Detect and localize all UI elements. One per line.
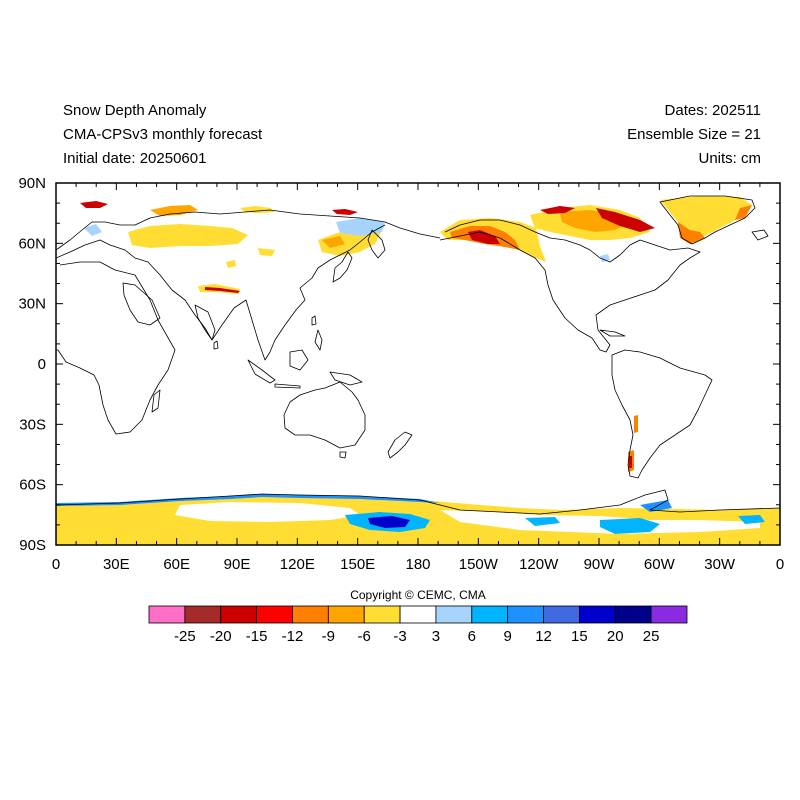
andes-red [629, 456, 632, 468]
hudson-blue [600, 254, 610, 262]
siberia-shading [128, 224, 248, 248]
header-left: Snow Depth Anomaly CMA-CPSv3 monthly for… [63, 99, 262, 171]
eurasia-coast [56, 224, 386, 361]
japan [332, 251, 353, 283]
header-right: Dates: 202511 Ensemble Size = 21 Units: … [627, 99, 761, 171]
antarctica-white-patch [175, 502, 360, 522]
map-title: Snow Depth Anomaly [63, 102, 207, 119]
franz-josef [240, 206, 275, 213]
lon-label: 0 [776, 556, 784, 573]
initial-date: Initial date: 20250601 [63, 150, 207, 167]
antarctica-blue-peninsula [640, 500, 672, 512]
lat-label: 30N [18, 296, 46, 313]
arctic-islands-red [540, 206, 575, 214]
lon-label: 120W [519, 556, 559, 573]
novaya-zemlya [150, 205, 198, 216]
borneo [289, 349, 309, 371]
longitude-labels: 0 30E 60E 90E 120E 150E 180 150W 120W 90W 60W 30W 0 [52, 556, 784, 573]
severnaya [332, 209, 358, 215]
antarctica-cyan-east [525, 515, 765, 534]
greenland-edge [678, 205, 752, 244]
lon-label: 30E [103, 556, 130, 573]
new-zealand [387, 431, 413, 459]
anomaly-shading [56, 196, 780, 545]
iceland [751, 229, 769, 241]
alaska-red [468, 230, 500, 244]
philippines [314, 329, 323, 351]
lat-label: 0 [38, 356, 46, 373]
lat-label: 60S [19, 477, 46, 494]
taiwan [311, 315, 317, 326]
east-siberia-shading [318, 228, 382, 256]
latitude-labels: 90N 60N 30N 0 30S 60S 90S [18, 175, 46, 554]
sumatra [247, 359, 276, 384]
india [194, 304, 216, 341]
lon-label: 60W [644, 556, 676, 573]
lat-label: 60N [18, 235, 46, 252]
arabia [122, 282, 161, 326]
model-label: CMA-CPSv3 monthly forecast [63, 126, 263, 143]
north-america-outline [439, 219, 701, 353]
lon-label: 120E [280, 556, 315, 573]
kamchatka [367, 229, 386, 259]
lon-label: 30W [704, 556, 736, 573]
tasmania [339, 451, 347, 459]
scandinavia-blue [84, 224, 102, 236]
lon-label: 90W [584, 556, 616, 573]
axis-ticks [55, 182, 781, 546]
antarctica-deep-blue [368, 516, 410, 528]
mongolia-yellow [226, 248, 275, 268]
lon-label: 150E [340, 556, 375, 573]
units-label: Units: cm [698, 150, 761, 167]
lon-label: 180 [405, 556, 430, 573]
antarctica-blue-coast [56, 494, 440, 506]
canadian-arctic-red [596, 208, 655, 232]
lat-label: 30S [19, 416, 46, 433]
lon-label: 150W [459, 556, 499, 573]
lat-label: 90N [18, 175, 46, 192]
ensemble-size: Ensemble Size = 21 [627, 126, 761, 143]
coastlines [56, 195, 780, 515]
copyright-notice: Copyright © CEMC, CMA [350, 588, 486, 602]
madagascar [151, 389, 161, 413]
svalbard [80, 201, 108, 208]
lon-label: 90E [224, 556, 251, 573]
lon-label: 60E [163, 556, 190, 573]
lat-label: 90S [19, 537, 46, 554]
antarctica-outline [56, 489, 780, 515]
south-america-outline [611, 349, 713, 479]
cuba [599, 329, 626, 337]
australia-outline [283, 381, 366, 449]
east-siberia-orange [322, 236, 345, 248]
java [274, 383, 301, 389]
europe-north [56, 209, 441, 251]
greenland-outline [659, 195, 756, 245]
lon-label: 0 [52, 556, 60, 573]
dates-label: Dates: 202511 [664, 102, 761, 119]
africa-outline [56, 261, 176, 435]
tibet-red [205, 287, 240, 293]
new-guinea [329, 371, 363, 386]
sri-lanka [213, 340, 219, 350]
